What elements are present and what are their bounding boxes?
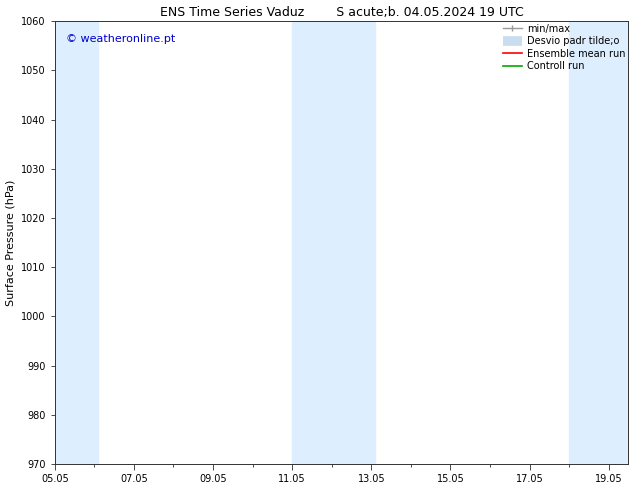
Y-axis label: Surface Pressure (hPa): Surface Pressure (hPa)	[6, 179, 16, 306]
Bar	[55, 21, 98, 464]
Legend: min/max, Desvio padr tilde;o, Ensemble mean run, Controll run: min/max, Desvio padr tilde;o, Ensemble m…	[503, 24, 626, 72]
Title: ENS Time Series Vaduz        S acute;b. 04.05.2024 19 UTC: ENS Time Series Vaduz S acute;b. 04.05.2…	[160, 5, 524, 19]
Bar	[292, 21, 375, 464]
Text: © weatheronline.pt: © weatheronline.pt	[66, 34, 176, 45]
Bar	[569, 21, 628, 464]
